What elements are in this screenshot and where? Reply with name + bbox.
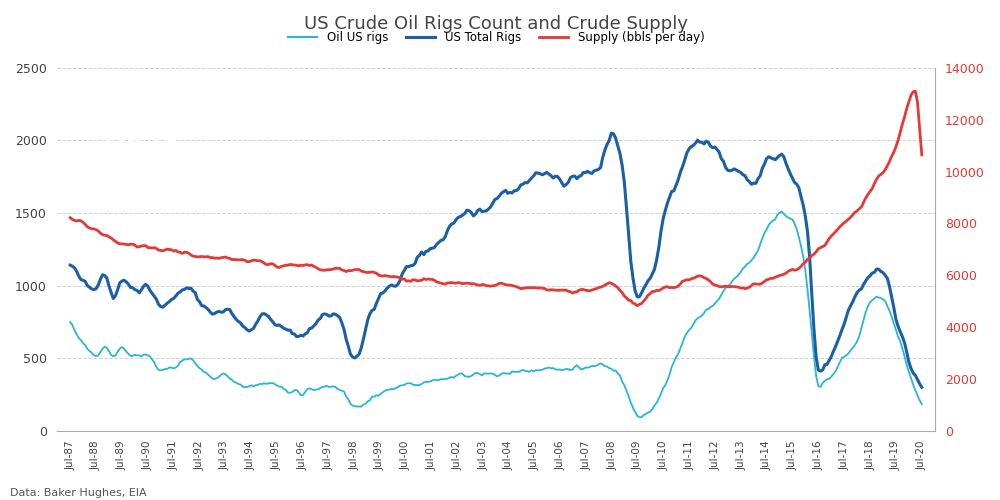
Text: Trade Like a Pro: Trade Like a Pro — [96, 182, 189, 194]
Text: FxPro: FxPro — [104, 124, 181, 148]
Title: US Crude Oil Rigs Count and Crude Supply: US Crude Oil Rigs Count and Crude Supply — [304, 15, 688, 33]
Text: Data: Baker Hughes, EIA: Data: Baker Hughes, EIA — [10, 488, 147, 498]
Legend: Oil US rigs, US Total Rigs, Supply (bbls per day): Oil US rigs, US Total Rigs, Supply (bbls… — [283, 26, 709, 49]
